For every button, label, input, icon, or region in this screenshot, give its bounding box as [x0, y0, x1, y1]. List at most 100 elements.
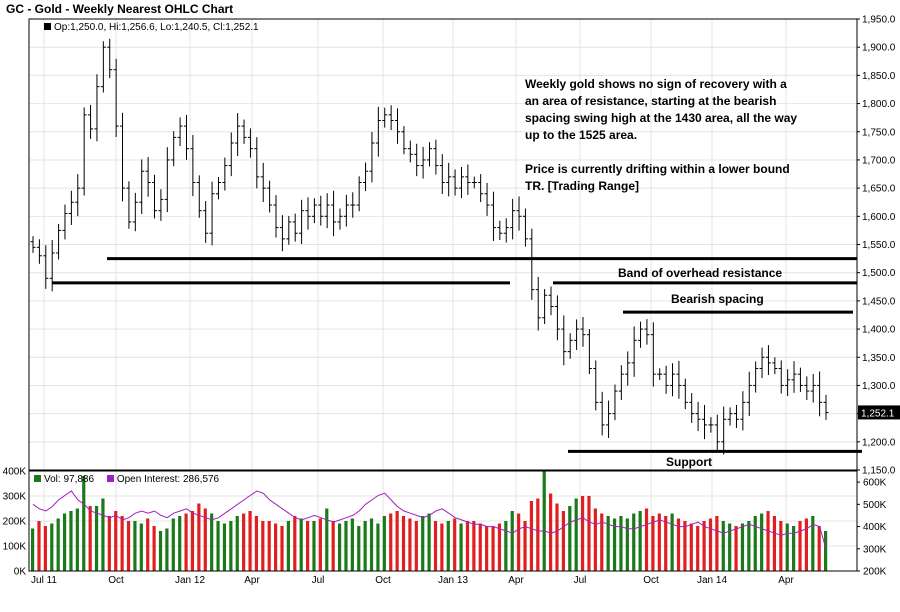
oi-legend-label: Open Interest: 286,576 [116, 474, 220, 485]
volume-bar [568, 506, 572, 571]
volume-bar [133, 521, 137, 571]
volume-bar [165, 528, 169, 571]
x-tick-label: Oct [108, 575, 124, 586]
volume-bar [721, 521, 725, 571]
volume-tick-label: 0K [14, 567, 27, 578]
commentary-line [525, 144, 845, 161]
ohlc-legend-swatch [44, 23, 51, 30]
commentary-line: spacing swing high at the 1430 area, all… [525, 111, 798, 125]
volume-bar [549, 493, 553, 571]
price-tick-label: 1,450.0 [862, 296, 896, 307]
volume-bar [190, 511, 195, 571]
volume-bar [760, 513, 764, 571]
x-tick-label: Jan 13 [438, 575, 468, 586]
x-tick-label: Jul [312, 575, 325, 586]
volume-bar [708, 518, 713, 571]
volume-legend-label: Vol: 97,886 [44, 474, 95, 485]
oi-tick-label: 300K [863, 544, 887, 555]
volume-bar [453, 518, 457, 571]
volume-bar [824, 531, 828, 571]
price-tick-label: 1,300.0 [862, 381, 896, 392]
volume-tick-label: 300K [3, 492, 27, 503]
volume-legend: Vol: 97,886 Open Interest: 286,576 [34, 474, 229, 485]
commentary-line: an area of resistance, starting at the b… [525, 94, 777, 108]
volume-tick-label: 200K [3, 517, 27, 528]
volume-bar [817, 526, 821, 571]
open-interest-series [32, 490, 827, 549]
volume-bar [62, 513, 67, 571]
volume-bar [222, 523, 227, 571]
volume-bar [772, 516, 777, 571]
volume-bar [664, 516, 668, 571]
volume-bar [644, 508, 649, 571]
support-resistance-lines [52, 257, 862, 453]
price-tick-label: 1,700.0 [862, 155, 896, 166]
volume-bar [299, 518, 303, 571]
price-tick-label: 1,650.0 [862, 184, 896, 195]
oi-tick-label: 600K [863, 478, 887, 489]
volume-bar [274, 523, 278, 571]
volume-bar [389, 513, 393, 571]
volume-bar [580, 496, 585, 571]
x-tick-label: Oct [643, 575, 659, 586]
volume-bar [459, 523, 463, 571]
volume-bar [485, 526, 489, 571]
x-tick-label: Apr [244, 575, 260, 586]
volume-bar [242, 513, 246, 571]
volume-bar [408, 518, 412, 571]
volume-bar [146, 518, 150, 571]
x-tick-label: Jul [574, 575, 587, 586]
volume-bar [600, 513, 604, 571]
volume-bar [82, 476, 86, 571]
volume-swatch [34, 475, 41, 482]
price-tick-label: 1,800.0 [862, 99, 896, 110]
volume-bar [696, 526, 700, 571]
volume-bar [574, 498, 578, 571]
price-gridlines [29, 19, 857, 470]
price-tick-label: 1,750.0 [862, 127, 896, 138]
volume-bar [472, 521, 476, 571]
volume-bar [114, 511, 118, 571]
volume-bar [401, 516, 406, 571]
volume-bar [542, 471, 546, 571]
volume-bar [197, 503, 201, 571]
volume-bar [632, 513, 636, 571]
spacing-label: Bearish spacing [671, 292, 764, 306]
volume-bar [740, 523, 745, 571]
commentary-line: up to the 1525 area. [525, 128, 638, 142]
support-label: Support [666, 455, 712, 469]
volume-bar [785, 523, 789, 571]
volume-bar [504, 521, 508, 571]
price-tick-label: 1,550.0 [862, 240, 896, 251]
price-tick-label: 1,900.0 [862, 43, 896, 54]
x-tick-label: Apr [508, 575, 524, 586]
volume-bar [433, 521, 438, 571]
volume-bar [625, 518, 629, 571]
volume-tick-label: 400K [3, 467, 27, 478]
axis-labels: Jul 11 Oct Jan 12 Apr Jul Oct Jan 13 Apr Jul Oct J… [3, 15, 900, 586]
volume-bar [395, 511, 399, 571]
volume-bar [510, 511, 514, 571]
volume-bar [229, 521, 233, 571]
volume-bar [651, 516, 655, 571]
ohlc-readout-text: Op:1,250.0, Hi:1,256.6, Lo:1,240.5, Cl:1… [54, 22, 259, 33]
volume-bar [619, 516, 623, 571]
last-price-tag-text: 1,252.1 [861, 408, 895, 419]
volume-bar [421, 516, 425, 571]
volume-bar [331, 521, 335, 571]
volume-bar [491, 526, 495, 571]
price-tick-label: 1,500.0 [862, 268, 896, 279]
volume-bar [178, 516, 182, 571]
volume-bar [69, 511, 73, 571]
volume-bar [670, 513, 674, 571]
volume-bar [126, 521, 131, 571]
price-series [30, 38, 829, 455]
volume-bar [267, 521, 271, 571]
volume-bar [31, 528, 35, 571]
volume-bar [561, 511, 565, 571]
volume-bar [766, 511, 770, 571]
volume-bar [369, 518, 374, 571]
volume-bar [293, 516, 297, 571]
price-tick-label: 1,150.0 [862, 466, 896, 477]
volume-bar [728, 523, 732, 571]
